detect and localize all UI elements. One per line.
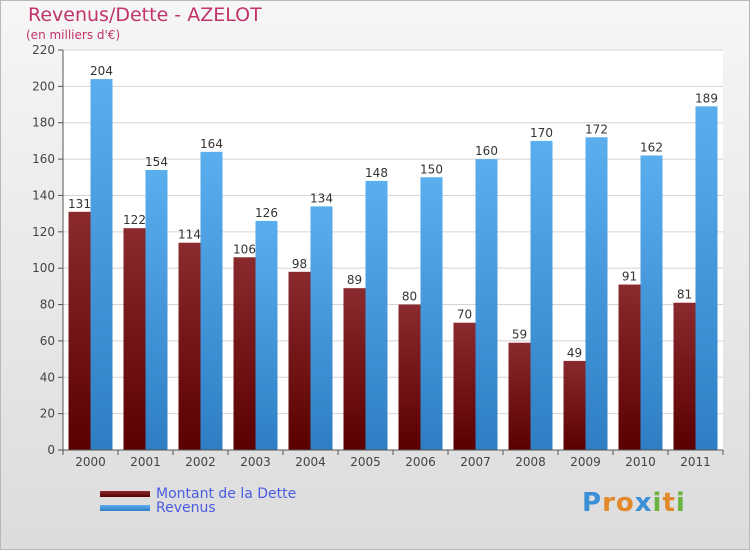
- data-label-debt-2005: 89: [347, 273, 362, 287]
- data-label-revenus-2005: 148: [365, 166, 388, 180]
- data-label-revenus-2002: 164: [200, 137, 223, 151]
- x-tick-label-2010: 2010: [625, 455, 656, 469]
- logo-letter: o: [615, 488, 635, 518]
- legend-swatch-debt: [100, 491, 150, 497]
- bar-revenus-2003: [255, 220, 278, 450]
- data-label-debt-2001: 122: [123, 213, 146, 227]
- x-tick-label-2006: 2006: [405, 455, 436, 469]
- bar-revenus-2007: [475, 159, 498, 450]
- bar-debt-2009: [563, 360, 586, 450]
- bar-revenus-2005: [365, 180, 388, 450]
- bar-debt-2000: [68, 211, 91, 450]
- logo-letter: x: [634, 488, 653, 518]
- x-tick-label-2011: 2011: [680, 455, 711, 469]
- bar-debt-2002: [178, 242, 201, 450]
- logo-letter: P: [582, 488, 603, 518]
- bar-debt-2005: [343, 288, 366, 450]
- bar-revenus-2004: [310, 206, 333, 450]
- legend-label-revenus: Revenus: [156, 500, 216, 516]
- data-label-debt-2000: 131: [68, 197, 91, 211]
- data-label-revenus-2000: 204: [90, 64, 113, 78]
- bar-revenus-2010: [640, 155, 663, 451]
- data-label-debt-2010: 91: [622, 270, 637, 284]
- bar-revenus-2000: [90, 79, 113, 450]
- data-label-debt-2004: 98: [292, 257, 307, 271]
- data-label-debt-2009: 49: [567, 346, 582, 360]
- plot-area: [63, 50, 723, 450]
- y-tick-label-160: 160: [32, 152, 55, 166]
- data-label-debt-2011: 81: [677, 288, 692, 302]
- y-tick-label-80: 80: [40, 298, 55, 312]
- bar-debt-2011: [673, 302, 696, 450]
- logo-letter: i: [675, 488, 686, 518]
- x-tick-label-2007: 2007: [460, 455, 491, 469]
- data-label-debt-2008: 59: [512, 328, 527, 342]
- x-tick-label-2003: 2003: [240, 455, 271, 469]
- bar-revenus-2001: [145, 170, 168, 450]
- data-label-revenus-2003: 126: [255, 206, 278, 220]
- x-tick-label-2008: 2008: [515, 455, 546, 469]
- bar-revenus-2008: [530, 140, 553, 450]
- data-label-revenus-2006: 150: [420, 162, 443, 176]
- y-tick-label-140: 140: [32, 188, 55, 202]
- data-label-revenus-2007: 160: [475, 144, 498, 158]
- x-tick-label-2000: 2000: [75, 455, 106, 469]
- y-tick-label-100: 100: [32, 261, 55, 275]
- bar-debt-2006: [398, 304, 421, 450]
- y-tick-label-120: 120: [32, 225, 55, 239]
- data-label-revenus-2004: 134: [310, 191, 333, 205]
- x-tick-label-2002: 2002: [185, 455, 216, 469]
- data-label-debt-2002: 114: [178, 228, 201, 242]
- bar-debt-2003: [233, 257, 256, 450]
- x-tick-label-2004: 2004: [295, 455, 326, 469]
- bar-debt-2001: [123, 228, 146, 450]
- x-tick-label-2001: 2001: [130, 455, 161, 469]
- bar-revenus-2002: [200, 151, 223, 450]
- bar-revenus-2009: [585, 137, 608, 451]
- x-tick-label-2005: 2005: [350, 455, 381, 469]
- bar-debt-2004: [288, 271, 311, 450]
- y-tick-label-40: 40: [40, 370, 55, 384]
- legend-item-revenus: Revenus: [100, 500, 216, 516]
- bar-revenus-2006: [420, 177, 443, 451]
- bar-revenus-2011: [695, 106, 718, 450]
- bar-debt-2010: [618, 284, 641, 450]
- bar-debt-2007: [453, 322, 476, 450]
- legend-item-debt: Montant de la Dette: [100, 486, 296, 502]
- data-label-revenus-2008: 170: [530, 126, 553, 140]
- y-tick-label-60: 60: [40, 334, 55, 348]
- bar-debt-2008: [508, 342, 531, 450]
- logo-letter: i: [652, 488, 663, 518]
- y-tick-label-200: 200: [32, 79, 55, 93]
- x-tick-label-2009: 2009: [570, 455, 601, 469]
- data-label-debt-2006: 80: [402, 290, 417, 304]
- y-tick-label-180: 180: [32, 116, 55, 130]
- data-label-revenus-2001: 154: [145, 155, 168, 169]
- data-label-revenus-2010: 162: [640, 140, 663, 154]
- logo-letter: r: [602, 488, 616, 518]
- proxiti-logo: Proxiti: [582, 488, 686, 518]
- data-label-debt-2007: 70: [457, 308, 472, 322]
- data-label-debt-2003: 106: [233, 242, 256, 256]
- chart-subtitle: (en milliers d'€): [26, 28, 121, 42]
- data-label-revenus-2011: 189: [695, 91, 718, 105]
- logo-letter: t: [662, 488, 676, 518]
- legend-label-debt: Montant de la Dette: [156, 486, 297, 502]
- y-tick-label-220: 220: [32, 43, 55, 57]
- data-label-revenus-2009: 172: [585, 122, 608, 136]
- chart-title: Revenus/Dette - AZELOT: [28, 4, 262, 26]
- y-tick-label-0: 0: [47, 443, 55, 457]
- legend-swatch-revenus: [100, 505, 150, 511]
- y-tick-label-20: 20: [40, 407, 55, 421]
